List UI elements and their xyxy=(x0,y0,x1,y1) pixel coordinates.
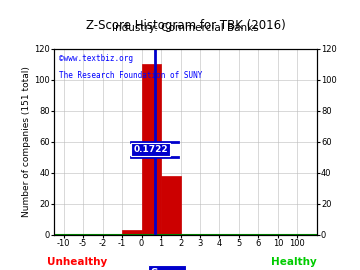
Text: 0.1722: 0.1722 xyxy=(133,145,168,154)
Title: Z-Score Histogram for TBK (2016): Z-Score Histogram for TBK (2016) xyxy=(86,19,285,32)
Text: Healthy: Healthy xyxy=(271,257,317,267)
Bar xyxy=(161,176,180,235)
Text: ©www.textbiz.org: ©www.textbiz.org xyxy=(59,54,133,63)
Text: Industry: Commercial Banks: Industry: Commercial Banks xyxy=(112,23,259,33)
Text: Score: Score xyxy=(150,268,184,270)
Bar xyxy=(141,64,161,235)
Text: Unhealthy: Unhealthy xyxy=(47,257,107,267)
Y-axis label: Number of companies (151 total): Number of companies (151 total) xyxy=(22,66,31,217)
Bar xyxy=(122,230,141,235)
Text: The Research Foundation of SUNY: The Research Foundation of SUNY xyxy=(59,71,203,80)
